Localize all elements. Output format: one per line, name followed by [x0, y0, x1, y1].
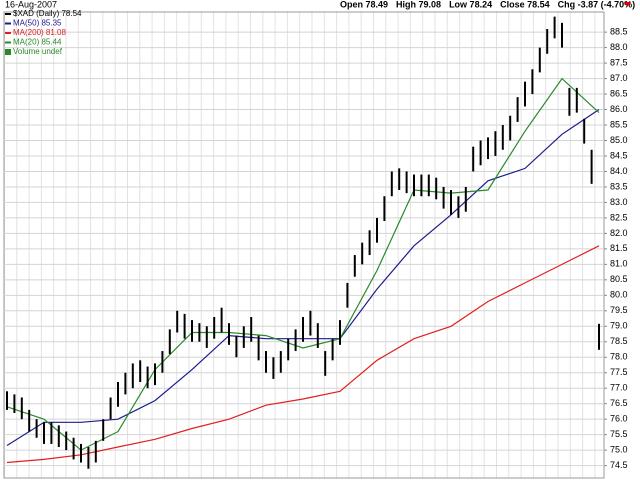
y-tick-label: 80.0 — [610, 290, 628, 300]
y-tick-label: 75.5 — [610, 429, 628, 439]
y-tick-label: 81.0 — [610, 259, 628, 269]
plot-frame — [3, 11, 605, 479]
y-tick-label: 87.0 — [610, 73, 628, 83]
y-tick-label: 83.0 — [610, 197, 628, 207]
quote-item: Open 78.49 — [340, 0, 388, 9]
down-arrow — [624, 2, 631, 7]
y-tick-label: 86.0 — [610, 104, 628, 114]
ma-line — [6, 77, 600, 451]
y-tick-label: 86.5 — [610, 88, 628, 98]
y-tick-label: 77.5 — [610, 367, 628, 377]
y-tick-label: 77.0 — [610, 383, 628, 393]
y-tick-label: 85.0 — [610, 135, 628, 145]
y-tick-label: 87.5 — [610, 57, 628, 67]
y-tick-label: 84.5 — [610, 150, 628, 160]
time-grid — [4, 12, 604, 478]
y-tick-label: 88.0 — [610, 42, 628, 52]
y-tick-label: 85.5 — [610, 119, 628, 129]
quote-item: Low 78.24 — [449, 0, 492, 9]
y-tick-label: 78.5 — [610, 336, 628, 346]
y-tick-label: 84.0 — [610, 166, 628, 176]
y-tick-label: 80.5 — [610, 274, 628, 284]
y-tick-label: 76.5 — [610, 398, 628, 408]
y-tick-label: 88.5 — [610, 27, 628, 37]
y-tick-label: 83.5 — [610, 181, 628, 191]
y-tick-label: 74.5 — [610, 460, 628, 470]
legend-label: Volume undef — [13, 47, 63, 56]
y-tick-label: 82.0 — [610, 228, 628, 238]
legend-label: MA(200) 81.08 — [13, 28, 66, 37]
quote-item: Chg -3.87 (-4.70%) — [558, 0, 636, 9]
y-tick-label: 79.0 — [610, 321, 628, 331]
date: 16-Aug-2007 — [5, 0, 57, 9]
quote: Open 78.49 High 79.08 Low 78.24 Close 78.54… — [340, 0, 635, 9]
legend-swatch — [5, 49, 11, 55]
y-tick-label: 82.5 — [610, 212, 628, 222]
y-tick-label: 75.0 — [610, 445, 628, 455]
y-tick-label: 81.5 — [610, 243, 628, 253]
quote-item: Close 78.54 — [500, 0, 550, 9]
quote-item: High 79.08 — [396, 0, 441, 9]
y-tick-label: 78.0 — [610, 352, 628, 362]
legend-label: $XAD (Daily) 78.54 — [13, 9, 82, 18]
ma-line — [6, 245, 600, 464]
legend-label: MA(20) 85.44 — [13, 38, 62, 47]
y-tick-label: 79.5 — [610, 305, 628, 315]
y-tick-label: 76.0 — [610, 414, 628, 424]
legend-label: MA(50) 85.35 — [13, 19, 62, 28]
